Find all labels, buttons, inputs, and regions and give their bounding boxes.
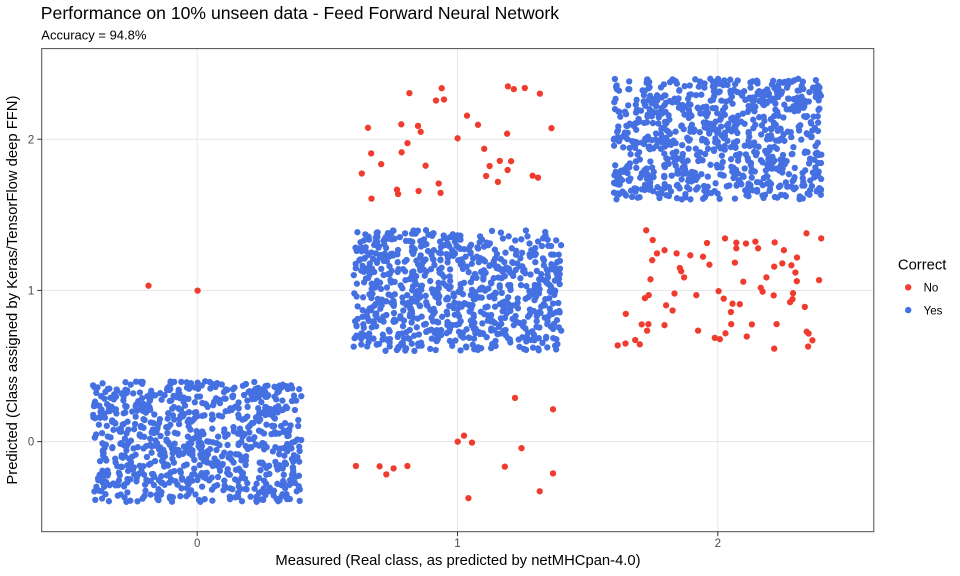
svg-text:1: 1 xyxy=(28,286,34,298)
svg-text:Measured (Real class, as predi: Measured (Real class, as predicted by ne… xyxy=(275,553,640,569)
svg-text:Predicted (Class assigned by K: Predicted (Class assigned by Keras/Tenso… xyxy=(5,96,21,485)
svg-text:Performance on 10% unseen data: Performance on 10% unseen data - Feed Fo… xyxy=(41,3,559,23)
svg-text:1: 1 xyxy=(454,538,460,550)
svg-text:No: No xyxy=(924,283,939,295)
svg-text:Correct: Correct xyxy=(898,258,947,274)
svg-text:Accuracy = 94.8%: Accuracy = 94.8% xyxy=(41,28,147,43)
svg-text:2: 2 xyxy=(715,538,721,550)
svg-text:Yes: Yes xyxy=(924,306,943,318)
svg-text:2: 2 xyxy=(28,134,34,146)
svg-text:0: 0 xyxy=(194,538,200,550)
svg-text:0: 0 xyxy=(28,437,34,449)
